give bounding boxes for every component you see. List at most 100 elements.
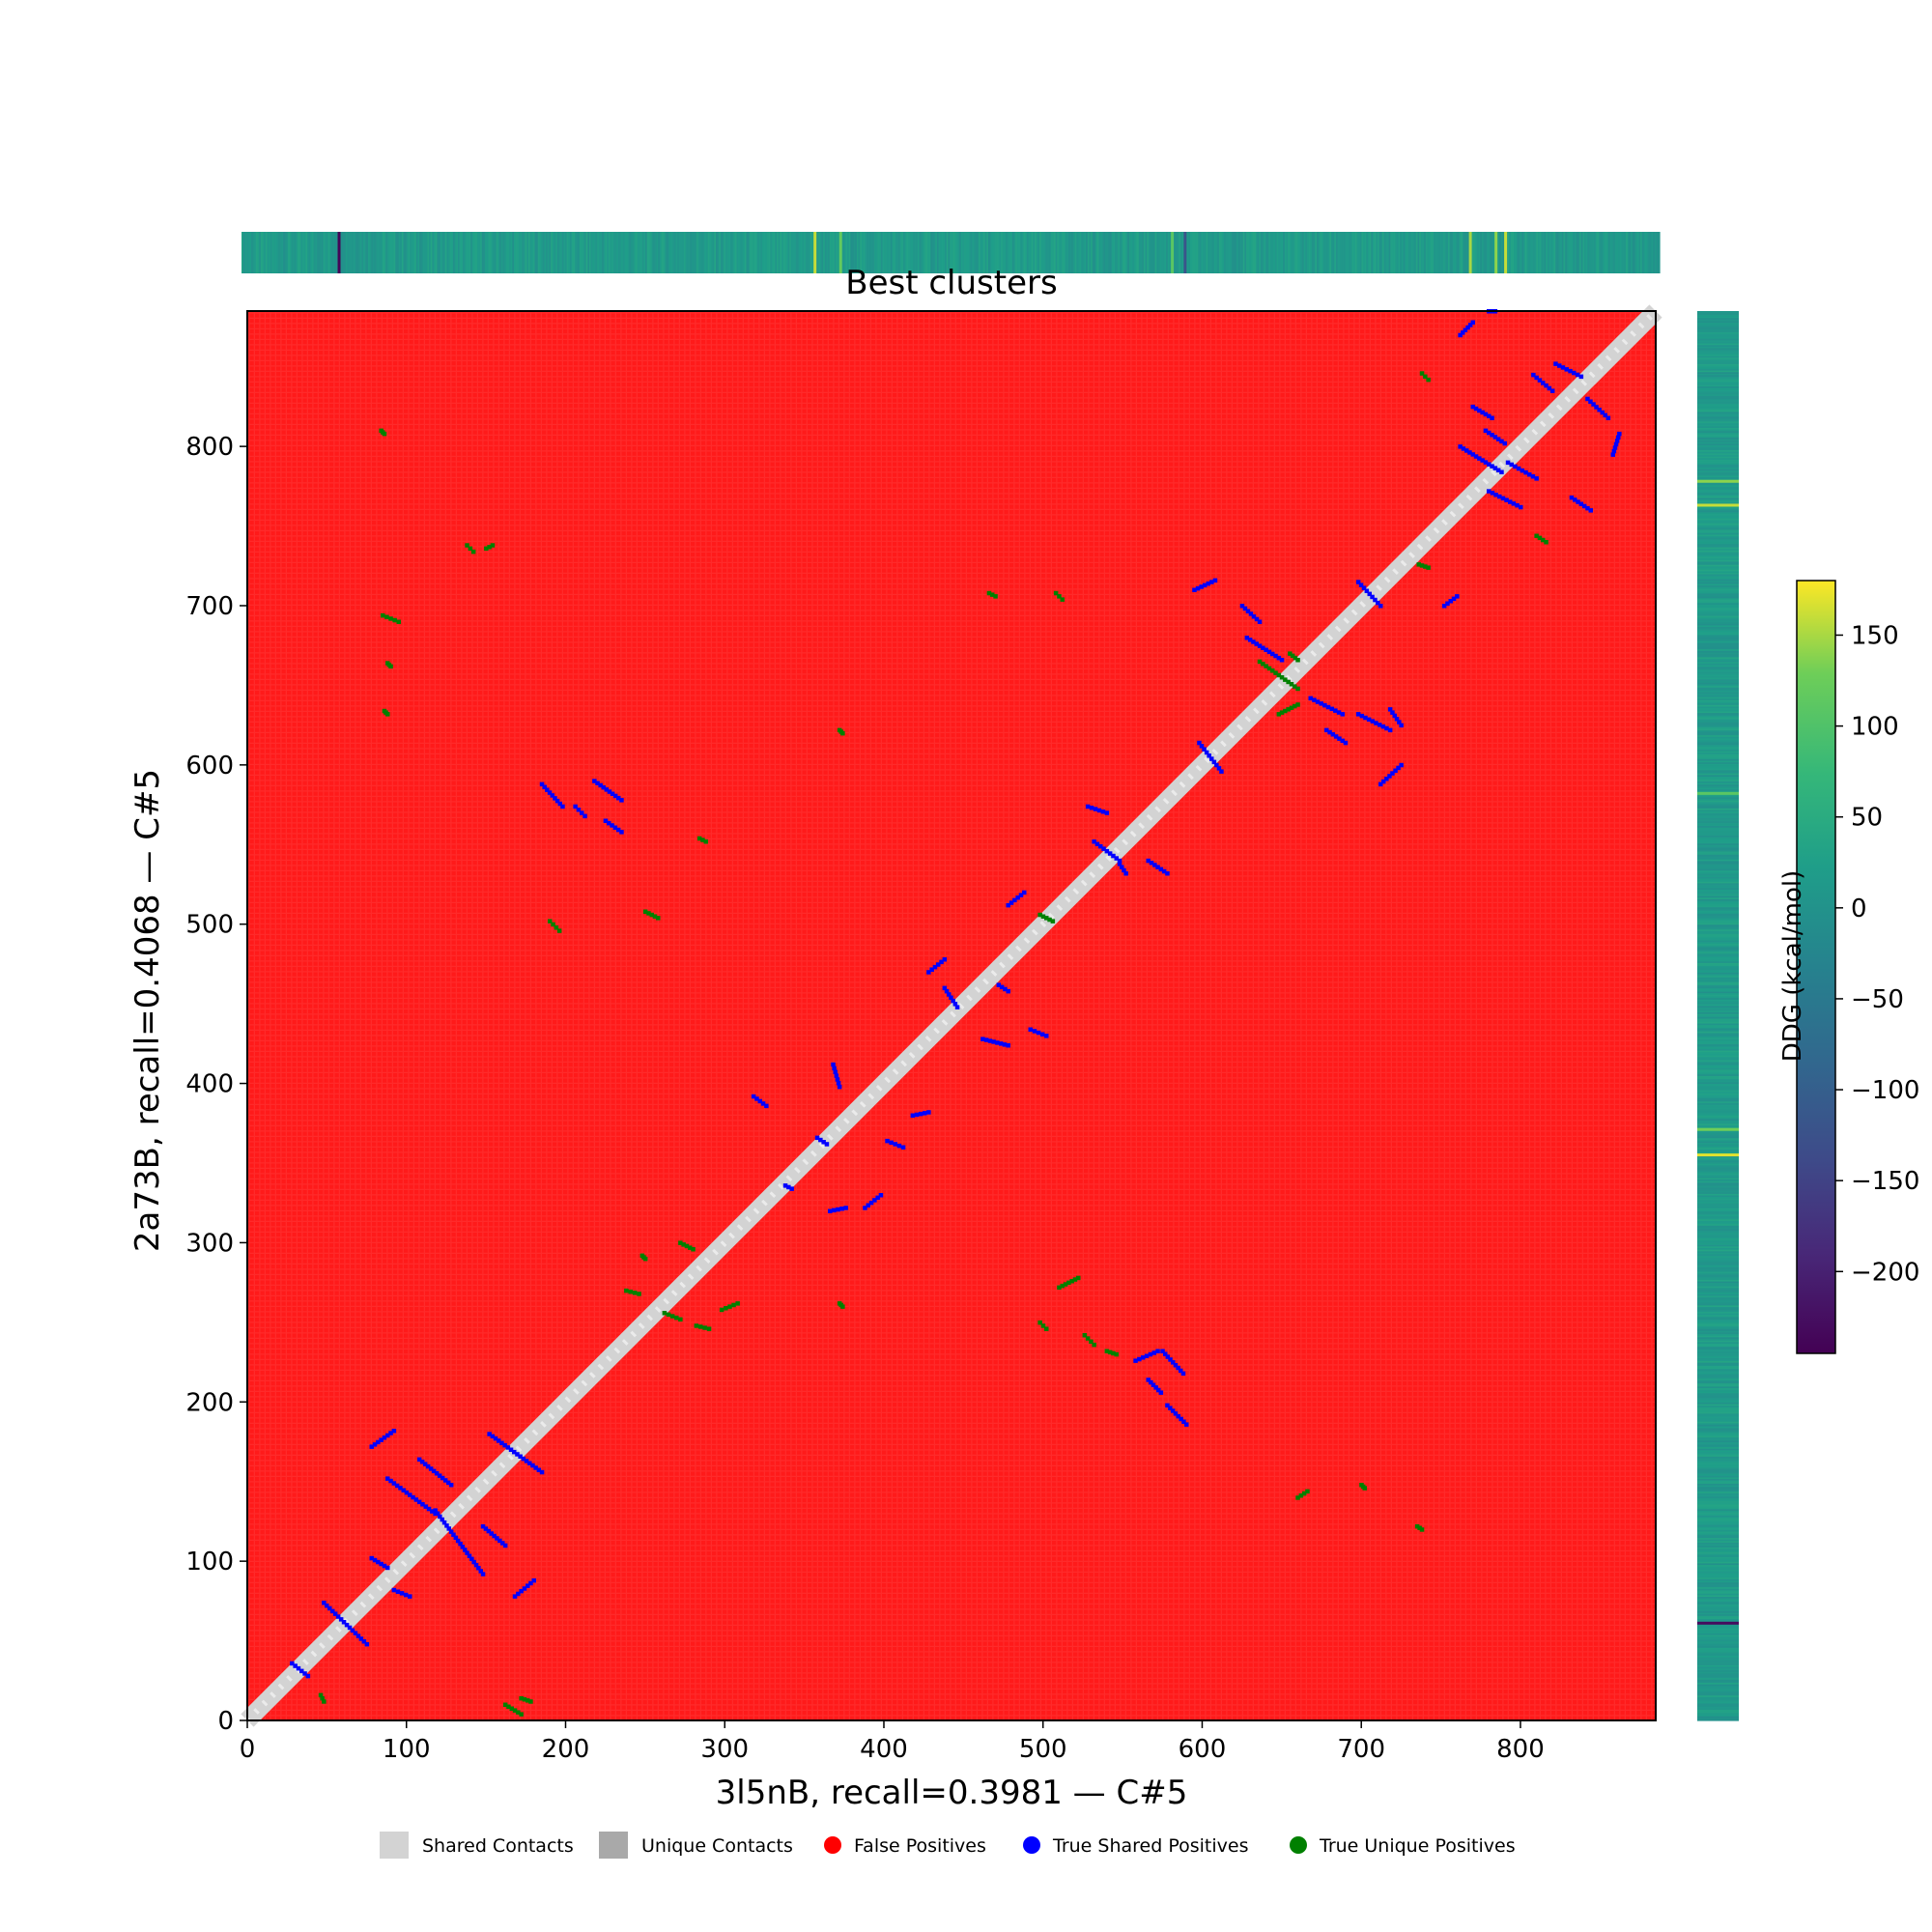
true-unique-positive-10	[694, 1323, 712, 1331]
true-shared-positive-point	[843, 1206, 848, 1210]
right-strip-cell	[1697, 950, 1739, 952]
right-strip-cell	[1697, 1294, 1739, 1298]
top-strip-cell	[512, 232, 515, 273]
top-strip-cell	[424, 232, 427, 273]
right-strip-cell	[1697, 1326, 1739, 1330]
right-strip-cell	[1697, 1419, 1739, 1422]
top-strip-cell	[1612, 232, 1616, 273]
top-strip-cell	[459, 232, 462, 273]
true-shared-positive-point	[1504, 497, 1509, 502]
true-shared-positive-point	[460, 1545, 466, 1549]
right-strip-cell	[1697, 781, 1739, 783]
top-strip-cell	[1037, 232, 1040, 273]
true-shared-positive-point	[1390, 771, 1395, 776]
true-unique-positive-point	[1273, 670, 1278, 675]
top-strip-cell	[1062, 232, 1065, 273]
top-strip-cell	[525, 232, 527, 273]
right-strip-cell	[1697, 1492, 1739, 1495]
right-strip-cell	[1697, 951, 1739, 953]
right-strip-cell	[1697, 451, 1739, 454]
legend-marker	[1023, 1836, 1040, 1854]
right-strip-cell	[1697, 1355, 1739, 1358]
right-strip-cell	[1697, 931, 1739, 935]
true-shared-positive-point	[1085, 804, 1091, 810]
top-strip-cell	[921, 232, 923, 273]
right-strip-cell	[1697, 1194, 1739, 1198]
right-strip-cell	[1697, 1716, 1739, 1719]
top-strip-cell	[582, 232, 585, 273]
top-strip-cell	[943, 232, 946, 273]
right-strip-cell	[1697, 366, 1739, 369]
right-strip-cell	[1697, 1244, 1739, 1247]
true-unique-positive-point	[1044, 1326, 1049, 1331]
right-strip-cell	[1697, 430, 1739, 433]
top-strip-cell	[1092, 232, 1095, 273]
right-strip-cell	[1697, 331, 1739, 334]
true-shared-positive-point	[545, 787, 550, 792]
right-strip-cell	[1697, 582, 1739, 584]
true-unique-positive-point	[719, 1307, 724, 1313]
right-strip-cell	[1697, 764, 1739, 768]
right-strip-cell	[1697, 957, 1739, 960]
right-strip-cell	[1697, 1279, 1739, 1282]
true-shared-positive-point	[751, 1094, 756, 1099]
top-strip-cell	[904, 232, 907, 273]
right-strip-cell	[1697, 474, 1739, 478]
top-strip-cell	[575, 232, 578, 273]
right-strip-cell	[1697, 732, 1739, 736]
top-strip-cell	[810, 232, 813, 273]
true-shared-positive-point	[471, 1559, 476, 1565]
top-strip-cell	[332, 232, 335, 273]
right-strip-cell	[1697, 699, 1739, 702]
right-strip-cell	[1697, 1053, 1739, 1056]
top-strip-cell	[1053, 232, 1057, 273]
right-strip-cell	[1697, 1605, 1739, 1608]
top-strip-cell	[975, 232, 978, 273]
top-strip-cell	[1556, 232, 1560, 273]
true-shared-positive-19	[828, 1206, 848, 1213]
top-strip-cell	[758, 232, 762, 273]
top-strip-cell	[507, 232, 510, 273]
top-strip-cell	[1089, 232, 1092, 273]
true-unique-positive-4	[502, 1702, 524, 1717]
right-strip-cell	[1697, 484, 1739, 487]
right-strip-cell	[1697, 1078, 1739, 1081]
top-strip-cell	[970, 232, 973, 273]
true-unique-positive-9	[662, 1311, 683, 1322]
right-strip-cell	[1697, 551, 1739, 554]
right-strip-cell	[1697, 489, 1739, 492]
right-strip-cell	[1697, 1457, 1739, 1461]
top-strip-cell	[733, 232, 736, 273]
right-strip-cell	[1697, 904, 1739, 908]
right-strip-cell	[1697, 1115, 1739, 1118]
right-strip-cell	[1697, 401, 1739, 405]
right-strip-cell	[1697, 1551, 1739, 1554]
true-shared-positive-10	[391, 1587, 412, 1599]
true-shared-positive-point	[910, 1113, 916, 1118]
right-strip-cell	[1697, 685, 1739, 688]
true-shared-positive-point	[430, 1509, 435, 1514]
top-strip-cell	[1485, 232, 1488, 273]
right-strip-cell	[1697, 1456, 1739, 1459]
true-unique-positive-point	[1276, 712, 1282, 717]
right-strip-cell	[1697, 842, 1739, 845]
right-strip-cell	[1697, 1252, 1739, 1255]
right-strip-cell	[1697, 955, 1739, 958]
true-unique-positive-point	[512, 1708, 518, 1713]
right-strip-cell	[1697, 403, 1739, 406]
right-strip-cell	[1697, 599, 1739, 602]
top-strip-cell	[637, 232, 639, 273]
right-strip-cell	[1697, 1581, 1739, 1584]
true-shared-positive-point	[1171, 1360, 1176, 1365]
true-shared-positive-point	[325, 1603, 329, 1608]
right-strip-cell	[1697, 1422, 1739, 1425]
top-strip-cell	[1407, 232, 1410, 273]
colorbar-label: DDG (kcal/mol)	[1778, 870, 1807, 1062]
right-strip-cell	[1697, 1276, 1739, 1279]
top-strip-cell	[488, 232, 491, 273]
right-strip-cell	[1697, 591, 1739, 594]
right-strip-cell	[1697, 766, 1739, 769]
top-strip-cell	[401, 232, 405, 273]
true-unique-positive-point	[1111, 1350, 1116, 1356]
